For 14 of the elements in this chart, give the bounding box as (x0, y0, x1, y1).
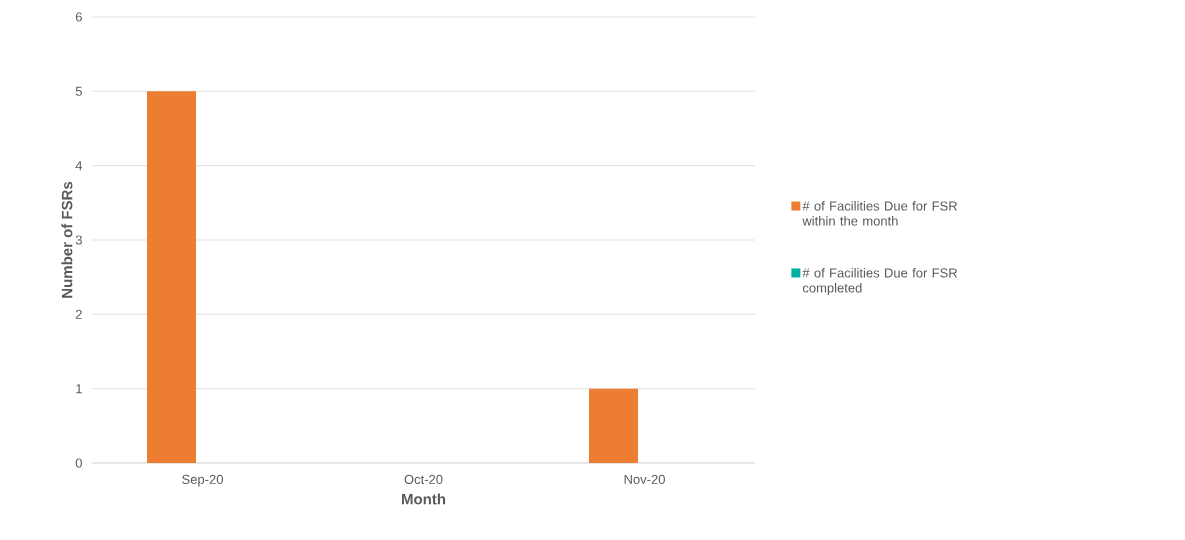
y-tick-label: 0 (75, 458, 82, 468)
y-tick-label: 1 (76, 384, 82, 394)
y-tick-label: 3 (75, 235, 82, 245)
y-tick-label: 4 (75, 161, 83, 171)
legend-label: # of Facilities Due for FSR completed (802, 267, 958, 296)
legend-label: # of Facilities Due for FSR within the month (802, 201, 958, 226)
y-axis-title: Number of FSRs (61, 181, 73, 298)
x-tick-label: Oct-20 (404, 474, 443, 484)
y-tick-label: 6 (75, 12, 82, 22)
x-tick-label: Nov-20 (624, 474, 665, 484)
y-tick-label: 2 (75, 309, 82, 319)
x-tick-label: Sep-20 (182, 474, 223, 487)
x-axis-title: Month (402, 493, 446, 505)
y-tick-label: 5 (75, 86, 82, 96)
